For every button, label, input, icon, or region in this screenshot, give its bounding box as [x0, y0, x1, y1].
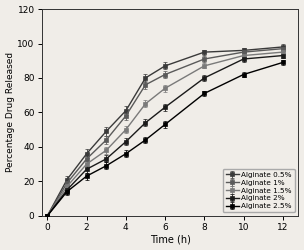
X-axis label: Time (h): Time (h)	[150, 234, 190, 244]
Y-axis label: Percentage Drug Released: Percentage Drug Released	[5, 52, 15, 172]
Legend: Alginate 0.5%, Alginate 1%, Alginate 1.5%, Alginate 2%, Alginate 2.5%: Alginate 0.5%, Alginate 1%, Alginate 1.5…	[223, 169, 295, 212]
